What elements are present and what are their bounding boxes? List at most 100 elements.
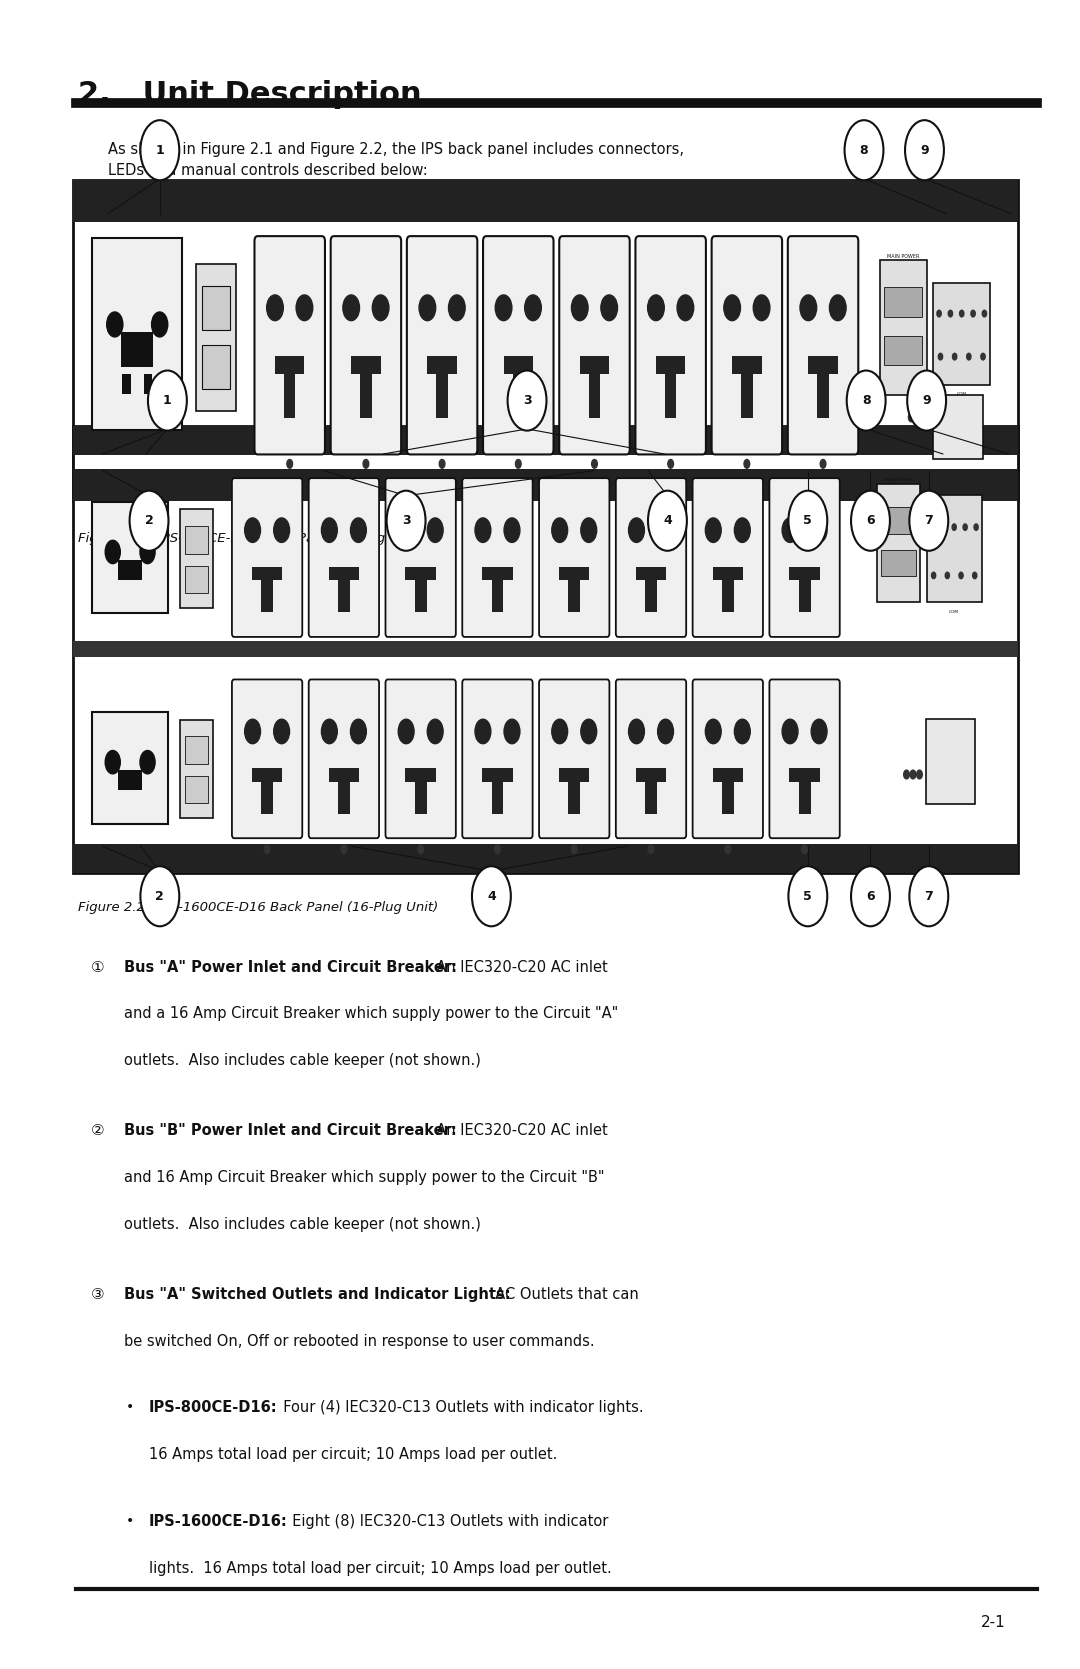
Bar	[885, 287, 922, 317]
Circle shape	[265, 845, 270, 853]
Bar	[73, 845, 1018, 873]
Bar	[360, 355, 372, 419]
Bar	[789, 768, 820, 781]
Bar	[202, 344, 230, 389]
Circle shape	[921, 412, 927, 422]
Circle shape	[820, 459, 826, 469]
Bar	[885, 335, 922, 366]
FancyBboxPatch shape	[73, 426, 1018, 873]
Circle shape	[592, 459, 597, 469]
Circle shape	[130, 491, 168, 551]
Circle shape	[658, 517, 674, 542]
Text: 2-1: 2-1	[982, 1616, 1005, 1629]
Text: 2: 2	[145, 514, 153, 527]
Text: Bus "A" Switched Outlets and Indicator Lights:: Bus "A" Switched Outlets and Indicator L…	[124, 1287, 511, 1302]
Bar	[665, 355, 676, 419]
FancyBboxPatch shape	[386, 679, 456, 838]
Bar	[328, 768, 359, 781]
Bar	[415, 768, 427, 813]
FancyBboxPatch shape	[933, 396, 984, 459]
Text: An IEC320-C20 AC inlet: An IEC320-C20 AC inlet	[427, 960, 607, 975]
Circle shape	[495, 644, 500, 653]
Text: 6: 6	[866, 514, 875, 527]
Circle shape	[440, 459, 445, 469]
Text: COM: COM	[949, 611, 959, 614]
Text: 7: 7	[924, 890, 933, 903]
Circle shape	[600, 295, 618, 320]
Bar	[636, 567, 666, 581]
FancyBboxPatch shape	[180, 719, 214, 818]
Bar	[559, 768, 590, 781]
Circle shape	[974, 524, 978, 531]
Text: 16 Amps total load per circuit; 10 Amps load per outlet.: 16 Amps total load per circuit; 10 Amps …	[149, 1447, 557, 1462]
Circle shape	[571, 295, 589, 320]
FancyBboxPatch shape	[483, 235, 554, 454]
Circle shape	[909, 866, 948, 926]
Circle shape	[788, 491, 827, 551]
Circle shape	[629, 719, 645, 744]
Circle shape	[418, 845, 423, 853]
Circle shape	[705, 719, 721, 744]
Bar	[491, 567, 503, 613]
Text: MAIN POWER: MAIN POWER	[887, 254, 919, 259]
Circle shape	[981, 354, 985, 361]
Text: •: •	[125, 1400, 134, 1414]
Circle shape	[945, 572, 949, 579]
FancyBboxPatch shape	[539, 479, 609, 638]
Circle shape	[571, 845, 577, 853]
Text: 3: 3	[402, 514, 410, 527]
FancyBboxPatch shape	[232, 679, 302, 838]
Circle shape	[967, 354, 971, 361]
Circle shape	[905, 120, 944, 180]
Bar	[185, 776, 208, 803]
Bar	[798, 567, 810, 613]
Bar	[818, 355, 828, 419]
Circle shape	[753, 295, 770, 320]
Circle shape	[151, 312, 167, 337]
Circle shape	[667, 459, 674, 469]
Circle shape	[419, 295, 435, 320]
Circle shape	[148, 371, 187, 431]
Text: 5: 5	[804, 890, 812, 903]
Text: and 16 Amp Circuit Breaker which supply power to the Circuit "B": and 16 Amp Circuit Breaker which supply …	[124, 1170, 605, 1185]
Circle shape	[801, 845, 808, 853]
Text: 6: 6	[866, 890, 875, 903]
Bar	[732, 355, 761, 374]
Bar	[741, 355, 753, 419]
Bar	[713, 567, 743, 581]
Text: Figure 2.1:  IPS-800CE-D16 Back Panel (8-Plug Unit): Figure 2.1: IPS-800CE-D16 Back Panel (8-…	[78, 532, 421, 546]
Circle shape	[910, 769, 916, 779]
Bar	[185, 566, 208, 592]
Text: 1: 1	[156, 144, 164, 157]
Circle shape	[725, 845, 731, 853]
Text: 4: 4	[487, 890, 496, 903]
Circle shape	[915, 412, 920, 422]
Circle shape	[267, 295, 283, 320]
FancyBboxPatch shape	[462, 479, 532, 638]
Text: Bus "B" Power Inlet and Circuit Breaker:: Bus "B" Power Inlet and Circuit Breaker:	[124, 1123, 457, 1138]
Text: IPS-1600CE-D16:: IPS-1600CE-D16:	[149, 1514, 287, 1529]
Circle shape	[105, 541, 120, 564]
FancyBboxPatch shape	[616, 679, 686, 838]
Bar	[808, 355, 838, 374]
Circle shape	[504, 517, 519, 542]
FancyBboxPatch shape	[309, 679, 379, 838]
Circle shape	[829, 295, 846, 320]
Text: Bus "A" Power Inlet and Circuit Breaker:: Bus "A" Power Inlet and Circuit Breaker:	[124, 960, 457, 975]
Circle shape	[428, 517, 443, 542]
Bar	[73, 180, 1018, 222]
Bar	[645, 768, 657, 813]
Circle shape	[629, 517, 645, 542]
Text: 9: 9	[922, 394, 931, 407]
FancyBboxPatch shape	[712, 235, 782, 454]
Circle shape	[725, 644, 731, 653]
Text: outlets.  Also includes cable keeper (not shown.): outlets. Also includes cable keeper (not…	[124, 1217, 481, 1232]
FancyBboxPatch shape	[255, 235, 325, 454]
Circle shape	[909, 491, 948, 551]
Circle shape	[851, 491, 890, 551]
Bar	[118, 559, 143, 579]
Text: COM: COM	[957, 392, 967, 396]
Bar	[721, 768, 733, 813]
FancyBboxPatch shape	[180, 509, 214, 608]
Circle shape	[811, 517, 827, 542]
